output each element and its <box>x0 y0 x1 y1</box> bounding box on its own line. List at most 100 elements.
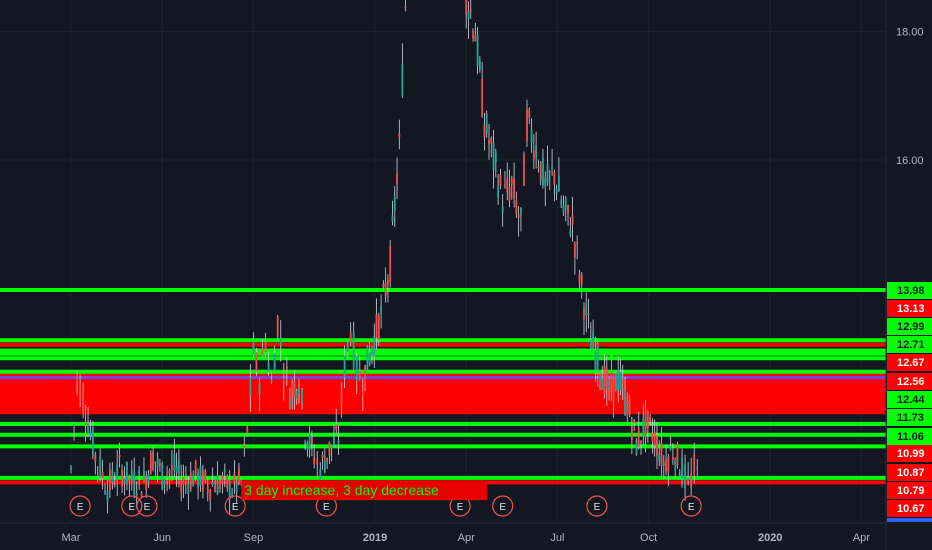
candle-232 <box>649 414 652 426</box>
earnings-marker-6[interactable]: E <box>492 495 514 517</box>
svg-text:10.79: 10.79 <box>897 485 925 497</box>
candle-224 <box>630 416 633 455</box>
earnings-marker-0[interactable]: E <box>69 495 91 517</box>
candle-160 <box>483 112 486 151</box>
candle-192 <box>558 157 560 192</box>
candle-165 <box>494 148 497 178</box>
candle-217 <box>615 371 617 392</box>
candle-250 <box>693 442 696 484</box>
candle-122 <box>380 294 382 329</box>
candle-61 <box>219 474 221 493</box>
earnings-marker-8[interactable]: E <box>680 495 702 517</box>
candle-95 <box>311 430 313 457</box>
candle-193 <box>560 195 563 209</box>
candle-158 <box>478 56 481 73</box>
candle-99 <box>321 451 324 470</box>
candle-105 <box>335 408 338 434</box>
candle-169 <box>504 171 506 189</box>
candle-171 <box>508 169 511 208</box>
candle-235 <box>656 422 658 470</box>
candle-132 <box>404 0 407 12</box>
candle-38 <box>163 479 166 495</box>
candle-245 <box>678 469 681 478</box>
price-series <box>70 0 699 515</box>
candle-82 <box>276 314 279 341</box>
candle-52 <box>197 468 199 500</box>
candle-170 <box>506 162 509 201</box>
candle-174 <box>515 191 518 219</box>
price-tags: 13.98 13.13 12.99 12.71 12.67 12.56 12.44 11.73… <box>887 282 932 522</box>
svg-text:10.67: 10.67 <box>897 503 925 515</box>
svg-text:E: E <box>594 502 601 513</box>
candle-153 <box>467 1 470 39</box>
candle-131 <box>401 43 404 99</box>
candle-176 <box>520 207 522 232</box>
earnings-marker-2[interactable]: E <box>136 495 158 517</box>
candle-179 <box>528 107 531 124</box>
earnings-marker-1[interactable]: E <box>121 495 143 517</box>
candle-236 <box>658 440 661 467</box>
candle-194 <box>562 195 565 217</box>
candle-127 <box>391 200 394 226</box>
candle-64 <box>226 474 229 492</box>
candle-213 <box>605 356 608 406</box>
candle-101 <box>326 457 329 470</box>
candle-126 <box>389 240 392 288</box>
svg-text:E: E <box>144 502 151 513</box>
candle-86 <box>288 387 291 410</box>
candle-221 <box>624 376 626 416</box>
candle-36 <box>159 459 161 472</box>
svg-text:E: E <box>499 502 506 513</box>
candle-57 <box>209 488 212 512</box>
candle-247 <box>684 454 686 501</box>
candle-180 <box>530 118 533 153</box>
candle-59 <box>214 479 216 493</box>
candle-34 <box>154 461 157 477</box>
svg-text:11.06: 11.06 <box>897 431 924 443</box>
svg-text:13.13: 13.13 <box>897 303 925 315</box>
candle-42 <box>173 439 176 478</box>
x-tick-0: Mar <box>62 532 81 544</box>
candle-237 <box>660 427 663 479</box>
candle-248 <box>687 461 690 486</box>
candle-23 <box>128 474 131 498</box>
price-tag-8: 11.06 <box>887 428 932 445</box>
price-tag-0: 13.98 <box>887 282 932 299</box>
candle-121 <box>377 312 380 346</box>
candle-204 <box>585 292 588 333</box>
signal-annotation: 3 day increase, 3 day decrease <box>241 480 488 501</box>
candle-152 <box>465 0 468 29</box>
candle-162 <box>488 124 490 160</box>
earnings-marker-3[interactable]: E <box>224 495 246 517</box>
x-tick-5: Jul <box>550 532 564 544</box>
candle-172 <box>510 175 513 200</box>
candle-21 <box>123 466 126 496</box>
candle-229 <box>642 404 645 446</box>
candle-163 <box>490 136 493 158</box>
candle-71 <box>243 436 246 457</box>
price-tag-11: 10.79 <box>887 482 932 499</box>
candle-161 <box>485 110 488 138</box>
candle-24 <box>130 460 133 491</box>
candle-76 <box>258 377 261 412</box>
candle-196 <box>567 204 569 226</box>
y-tick-0: 16.00 <box>896 155 924 167</box>
time-axis[interactable]: Mar Jun Sep 2019 Apr Jul Oct 2020 Apr <box>62 532 871 544</box>
candle-239 <box>665 444 667 476</box>
price-tag-12: 10.67 <box>887 500 932 517</box>
earnings-marker-7[interactable]: E <box>586 495 608 517</box>
annotation-box <box>241 480 488 501</box>
svg-text:12.71: 12.71 <box>897 339 925 351</box>
candle-6 <box>87 406 89 438</box>
svg-text:12.99: 12.99 <box>897 321 925 333</box>
candle-94 <box>308 424 311 459</box>
candle-85 <box>285 356 288 386</box>
candle-130 <box>398 119 401 150</box>
candle-15 <box>109 462 111 499</box>
candle-10 <box>96 466 99 483</box>
candle-41 <box>171 450 173 482</box>
svg-text:13.98: 13.98 <box>897 285 925 297</box>
